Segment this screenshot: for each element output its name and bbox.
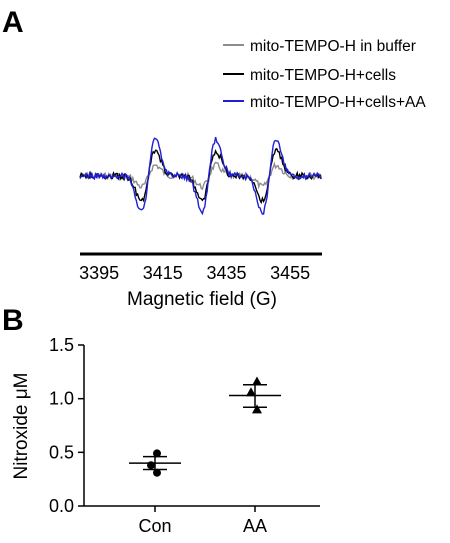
legend-label-cells: mito-TEMPO-H+cells (250, 67, 396, 84)
scatter-y-tick-label: 0.5 (49, 442, 74, 462)
epr-x-tick-labels: 3395 3415 3435 3455 (79, 263, 310, 283)
scatter-x-tick-labels: Con AA (138, 506, 267, 536)
scatter-x-tick-label: Con (138, 516, 171, 536)
scatter-x-tick-label: AA (243, 516, 267, 536)
legend-label-cells-aa: mito-TEMPO-H+cells+AA (250, 94, 426, 111)
epr-x-tick-label: 3395 (79, 263, 119, 283)
legend-label-buffer: mito-TEMPO-H in buffer (250, 38, 416, 55)
data-point-circle (153, 468, 161, 477)
panel-a-letter: A (2, 6, 24, 39)
epr-x-tick-label: 3435 (206, 263, 246, 283)
scatter-y-tick-label: 1.5 (49, 335, 74, 355)
data-point-triangle (252, 404, 262, 414)
data-point-circle (153, 449, 161, 458)
panel-b-letter: B (2, 304, 24, 337)
data-point-circle (147, 461, 155, 470)
data-point-triangle (246, 387, 256, 397)
scatter-y-tick-label: 0.0 (49, 496, 74, 516)
epr-spectra (79, 136, 322, 216)
epr-x-axis-label: Magnetic field (G) (127, 289, 277, 310)
scatter-y-ticks: 0.0 0.5 1.0 1.5 (49, 335, 84, 516)
epr-trace-3 (79, 136, 322, 216)
data-point-triangle (252, 376, 262, 386)
scatter-y-axis-label: Nitroxide μM (11, 372, 32, 479)
scatter-groups (129, 376, 281, 477)
epr-x-tick-label: 3455 (270, 263, 310, 283)
epr-x-tick-label: 3415 (143, 263, 183, 283)
scatter-y-tick-label: 1.0 (49, 389, 74, 409)
panel-a-legend: mito-TEMPO-H in buffer mito-TEMPO-H+cell… (223, 38, 426, 111)
